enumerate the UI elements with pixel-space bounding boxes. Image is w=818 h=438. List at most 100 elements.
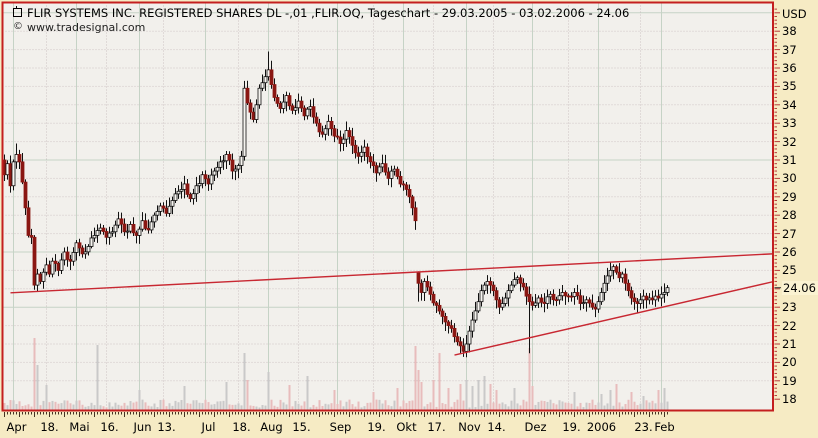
volume-bar: [624, 404, 627, 410]
volume-bar: [189, 403, 192, 410]
volume-bar: [498, 403, 501, 410]
candle-body: [383, 163, 388, 173]
candle-body: [176, 190, 181, 195]
candle-body: [350, 136, 355, 146]
candle-body: [623, 273, 628, 284]
candle-body: [242, 87, 247, 157]
candle-body: [416, 271, 421, 284]
volume-bar: [330, 403, 333, 410]
price-tick-label: 35: [782, 79, 797, 94]
volume-bar: [120, 405, 123, 410]
volume-bar: [30, 406, 33, 410]
candle-body: [626, 282, 631, 292]
candle-body: [92, 235, 97, 239]
volume-bar: [75, 400, 78, 410]
price-tick-label: 27: [782, 226, 797, 241]
candle-body: [611, 266, 616, 271]
candle-body: [65, 251, 70, 260]
candle-body: [407, 189, 412, 198]
candle-body: [482, 284, 487, 292]
volume-bar: [417, 370, 420, 410]
volume-bar: [435, 406, 438, 410]
candle-body: [548, 293, 553, 298]
volume-bar: [558, 400, 561, 410]
volume-bar: [600, 394, 603, 410]
volume-bar: [480, 405, 483, 410]
candle-body: [263, 76, 268, 84]
candle-body: [35, 273, 40, 286]
candle-body: [167, 205, 172, 214]
volume-bar: [372, 392, 375, 410]
candle-body: [620, 273, 625, 279]
price-tick-label: 26: [782, 245, 797, 259]
candle-body: [380, 163, 385, 168]
volume-bar: [597, 402, 600, 410]
volume-bar: [489, 384, 492, 410]
candle-body: [53, 260, 58, 264]
candle-body: [566, 295, 571, 298]
volume-bar: [201, 403, 204, 410]
volume-bar: [198, 402, 201, 410]
chart-title-bar: FLIR SYSTEMS INC. REGISTERED SHARES DL -…: [13, 6, 629, 20]
candle-body: [140, 220, 145, 230]
volume-bar: [465, 380, 468, 410]
candle-body: [338, 136, 343, 144]
candle-body: [386, 171, 391, 179]
volume-bar: [105, 407, 108, 410]
candle-body: [161, 205, 166, 209]
candle-body: [239, 155, 244, 166]
time-tick-label: Sep: [329, 420, 352, 434]
volume-bar: [141, 399, 144, 410]
candle-body: [131, 223, 136, 234]
candle-body: [440, 310, 445, 317]
candle-body: [605, 275, 610, 284]
volume-bar: [213, 404, 216, 410]
volume-bar: [342, 406, 345, 410]
volume-bar: [156, 407, 159, 410]
candle-body: [542, 301, 547, 304]
candle-body: [575, 292, 580, 297]
volume-bar: [642, 396, 645, 410]
volume-bar: [54, 401, 57, 410]
price-tick-label: 28: [782, 208, 797, 223]
volume-bar: [447, 388, 450, 410]
candle-body: [41, 271, 46, 282]
volume-bar: [606, 403, 609, 410]
candle-body: [113, 224, 118, 233]
volume-bar: [633, 401, 636, 410]
candle-body: [401, 183, 406, 186]
volume-bar: [51, 400, 54, 410]
candle-body: [296, 100, 301, 109]
volume-bar: [123, 402, 126, 410]
candle-body: [413, 207, 418, 222]
candle-body: [14, 154, 19, 163]
volume-bar: [24, 405, 27, 410]
price-tick-label: 37: [782, 42, 797, 57]
candle-body: [356, 152, 361, 157]
price-tick-label: 33: [782, 116, 797, 131]
candle-body: [50, 260, 55, 275]
volume-bar: [249, 405, 252, 410]
candle-body: [377, 166, 382, 174]
currency-label: USD: [782, 7, 807, 21]
plot-background: [2, 2, 773, 411]
candle-body: [515, 277, 520, 281]
volume-bar: [87, 406, 90, 410]
volume-bar: [378, 399, 381, 410]
volume-bar: [429, 402, 432, 410]
volume-bar: [228, 404, 231, 410]
volume-bar: [591, 399, 594, 410]
candle-body: [428, 286, 433, 295]
candle-body: [644, 295, 649, 301]
candle-body: [251, 111, 256, 120]
volume-bar: [150, 406, 153, 410]
price-tick-label: 34: [782, 97, 797, 112]
volume-bar: [663, 388, 666, 410]
candle-body: [431, 293, 436, 304]
candle-body: [236, 165, 241, 170]
candle-body: [473, 310, 478, 321]
candle-body: [134, 232, 139, 236]
candle-body: [500, 303, 505, 308]
volume-bar: [603, 405, 606, 410]
volume-bar: [405, 403, 408, 410]
